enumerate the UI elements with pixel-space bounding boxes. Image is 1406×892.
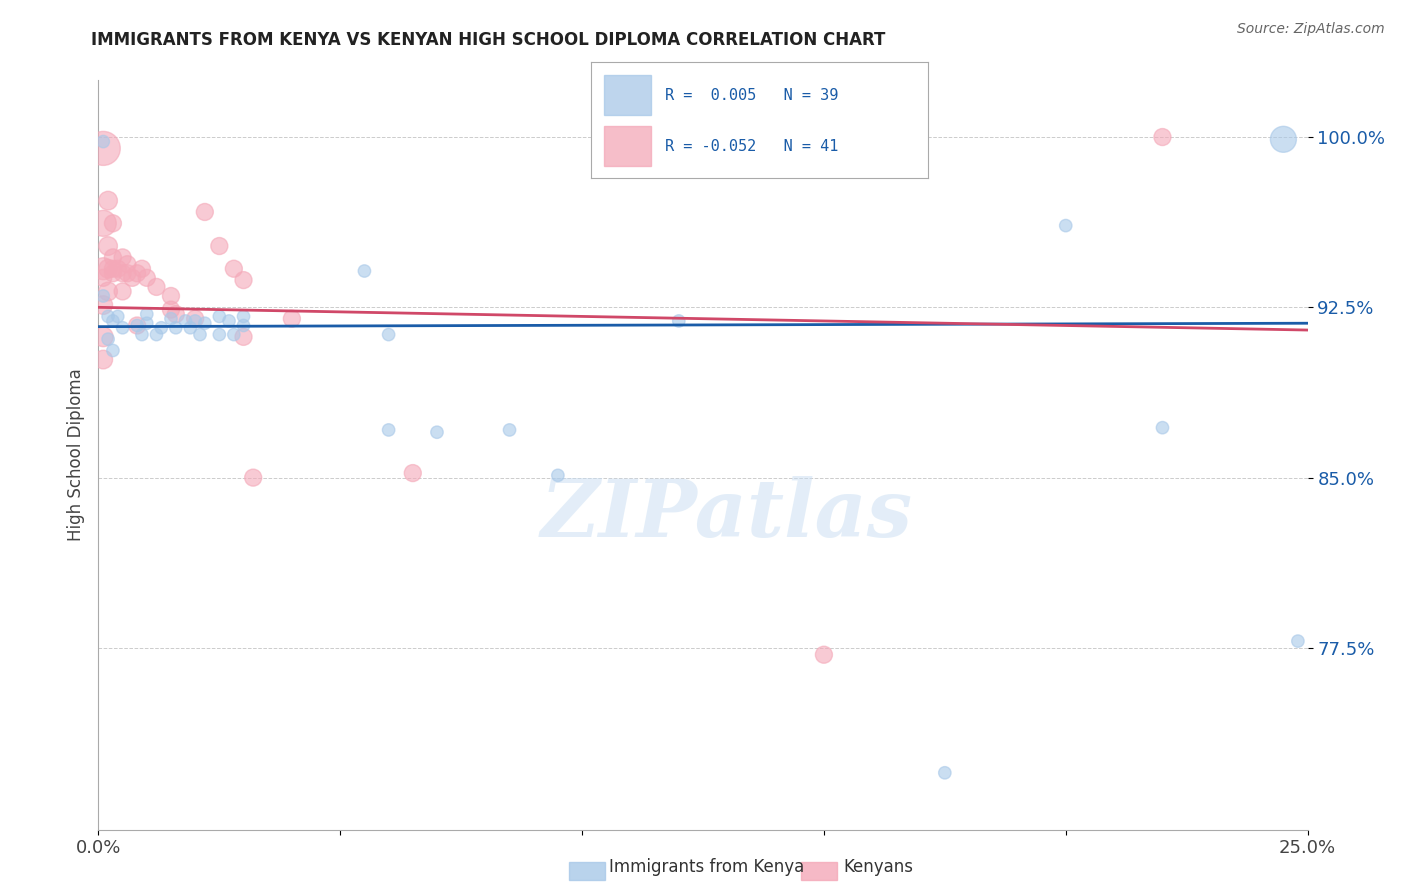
Point <box>160 289 183 303</box>
Point <box>426 425 449 440</box>
Point <box>208 310 231 324</box>
Point <box>281 311 304 326</box>
Point <box>145 327 167 342</box>
Point <box>91 352 114 367</box>
Point <box>160 311 183 326</box>
Point <box>1152 130 1174 145</box>
Point <box>174 314 197 328</box>
Point <box>127 318 149 333</box>
Point <box>188 327 211 342</box>
Point <box>184 311 207 326</box>
Point <box>145 280 167 294</box>
Point <box>165 307 187 321</box>
Point <box>402 466 425 480</box>
Point <box>131 261 153 276</box>
Point <box>97 332 120 346</box>
Point <box>222 327 245 342</box>
Point <box>101 314 124 328</box>
Point <box>91 330 114 344</box>
Point <box>179 320 201 334</box>
Point <box>377 327 399 342</box>
Point <box>127 318 149 333</box>
Text: Source: ZipAtlas.com: Source: ZipAtlas.com <box>1237 22 1385 37</box>
Point <box>1152 420 1174 434</box>
Point <box>232 330 254 344</box>
Text: ZIPatlas: ZIPatlas <box>541 476 914 554</box>
Point <box>107 310 129 324</box>
Bar <box>605 126 651 166</box>
Point <box>111 320 134 334</box>
Point <box>135 270 157 285</box>
Point <box>135 307 157 321</box>
Y-axis label: High School Diploma: High School Diploma <box>66 368 84 541</box>
Point <box>101 266 124 280</box>
Point <box>813 648 835 662</box>
Point <box>127 266 149 280</box>
Point <box>91 289 114 303</box>
Point <box>1054 219 1077 233</box>
Point <box>184 314 207 328</box>
Point <box>131 327 153 342</box>
Point <box>150 320 173 334</box>
Point <box>91 261 114 276</box>
Point <box>97 261 120 276</box>
Point <box>208 327 231 342</box>
Point <box>91 298 114 312</box>
Point <box>194 316 217 330</box>
Point <box>97 285 120 299</box>
Point <box>117 266 139 280</box>
Point <box>232 310 254 324</box>
Point <box>97 194 120 208</box>
Text: R =  0.005   N = 39: R = 0.005 N = 39 <box>665 88 838 103</box>
Point <box>101 261 124 276</box>
Point <box>547 468 569 483</box>
Bar <box>605 75 651 114</box>
Point <box>232 318 254 333</box>
Point <box>91 141 114 155</box>
Point <box>101 343 124 358</box>
Point <box>668 314 690 328</box>
Point <box>111 251 134 265</box>
Point <box>160 302 183 317</box>
Point <box>135 316 157 330</box>
Point <box>232 273 254 287</box>
Point <box>121 270 143 285</box>
Point <box>218 314 240 328</box>
Text: Immigrants from Kenya: Immigrants from Kenya <box>609 858 804 876</box>
Point <box>97 239 120 253</box>
Text: IMMIGRANTS FROM KENYA VS KENYAN HIGH SCHOOL DIPLOMA CORRELATION CHART: IMMIGRANTS FROM KENYA VS KENYAN HIGH SCH… <box>91 31 886 49</box>
Point <box>101 216 124 230</box>
Point <box>91 216 114 230</box>
Point <box>498 423 520 437</box>
Point <box>194 205 217 219</box>
Point <box>97 310 120 324</box>
Point <box>222 261 245 276</box>
Point <box>1286 634 1309 648</box>
Text: Kenyans: Kenyans <box>844 858 914 876</box>
Point <box>117 257 139 271</box>
Point <box>934 765 956 780</box>
Point <box>1272 132 1295 146</box>
Point <box>242 470 264 484</box>
Text: R = -0.052   N = 41: R = -0.052 N = 41 <box>665 139 838 154</box>
Point <box>165 320 187 334</box>
Point <box>111 285 134 299</box>
Point <box>107 261 129 276</box>
Point <box>377 423 399 437</box>
Point <box>91 135 114 149</box>
Point <box>101 251 124 265</box>
Point <box>353 264 375 278</box>
Point <box>91 270 114 285</box>
Point <box>111 266 134 280</box>
Point <box>208 239 231 253</box>
